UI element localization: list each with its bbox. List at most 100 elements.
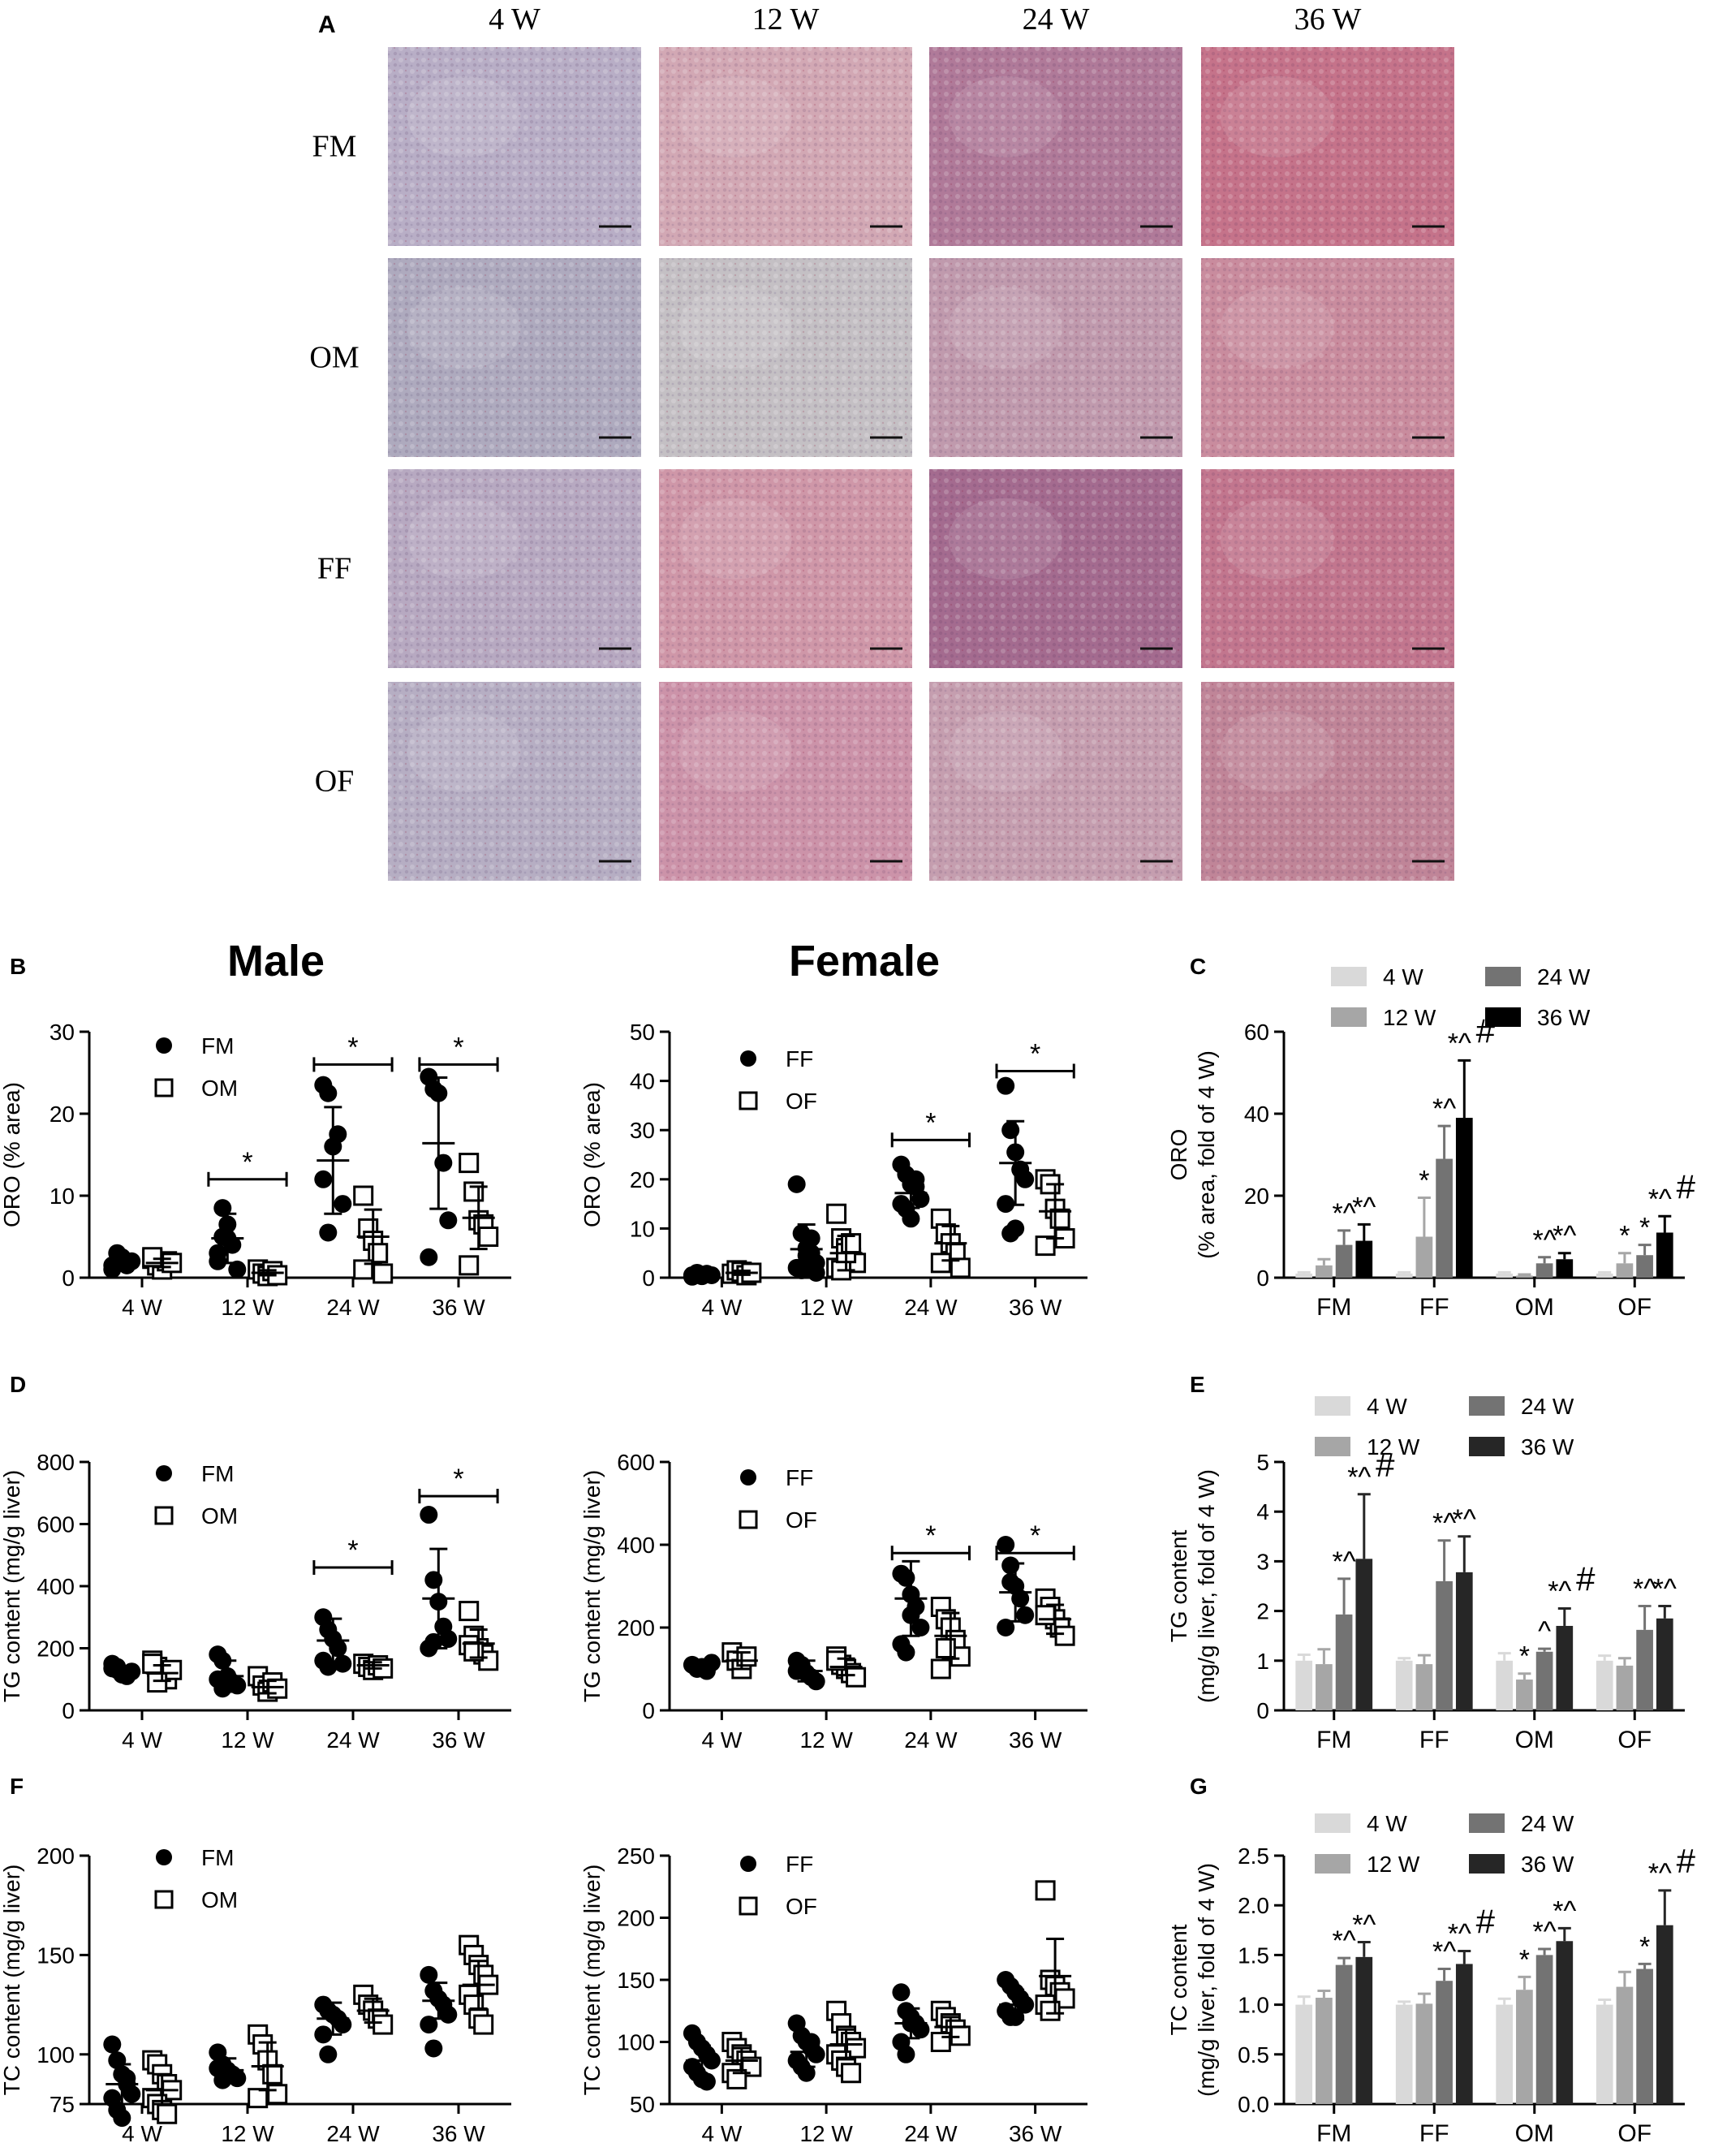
bar-fm-2 <box>1335 1964 1353 2104</box>
data-point-ff <box>1001 1556 1020 1575</box>
y-tick-label: 5 <box>1256 1450 1269 1475</box>
significance-mark: # <box>1376 1446 1395 1484</box>
legend-marker-ff <box>740 1469 756 1485</box>
data-point-ff <box>1006 1219 1025 1238</box>
y-tick-label: 100 <box>617 2030 655 2055</box>
x-tick-label: FF <box>1419 1727 1449 1753</box>
x-tick-label: 24 W <box>326 1727 380 1753</box>
panel-label-d: D <box>10 1372 26 1397</box>
data-point-om <box>373 2014 394 2035</box>
data-point-of <box>841 2063 862 2084</box>
x-tick-label: 4 W <box>701 1727 742 1753</box>
data-point-fm <box>319 1223 338 1242</box>
significance-mark: * <box>1030 1038 1040 1069</box>
x-tick-label: 4 W <box>122 1727 162 1753</box>
data-point-om <box>463 1181 485 1202</box>
y-axis-label: TC content <box>1166 1924 1191 2035</box>
significance-mark: * <box>1639 1931 1650 1962</box>
y-tick-label: 0 <box>62 1266 75 1291</box>
legend-swatch-0 <box>1331 967 1367 986</box>
significance-mark: *^ <box>1648 1858 1672 1889</box>
row-header-of: OF <box>315 765 355 799</box>
data-point-fm <box>314 2025 333 2044</box>
y-tick-label: 3 <box>1256 1549 1269 1574</box>
bar-fm-1 <box>1316 1664 1333 1710</box>
histology-tile-fm-2 <box>929 47 1182 246</box>
data-point-fm <box>113 2109 131 2128</box>
data-point-ff <box>1001 1572 1020 1591</box>
data-point-om <box>267 2084 288 2105</box>
legend-label-of: OF <box>786 1894 817 1919</box>
y-tick-label: 10 <box>630 1216 655 1241</box>
legend-label-1: 12 W <box>1383 1005 1436 1030</box>
significance-mark: *^ <box>1352 1192 1376 1222</box>
y-axis-label: TG content (mg/g liver) <box>579 1470 605 1702</box>
significance-mark: *^ <box>1333 1198 1356 1229</box>
legend-marker-fm <box>156 1037 172 1054</box>
x-tick-label: 12 W <box>799 1727 853 1753</box>
legend-swatch-1 <box>1331 1007 1367 1027</box>
y-tick-label: 0 <box>62 1698 75 1723</box>
significance-mark: * <box>925 1107 936 1138</box>
data-point-fm <box>420 2016 438 2034</box>
data-point-fm <box>424 2039 443 2058</box>
data-point-of <box>930 1253 951 1274</box>
y-axis-label: TC content (mg/g liver) <box>0 1865 24 2096</box>
bar-of-0 <box>1596 1660 1613 1710</box>
significance-mark: *^ <box>1553 1221 1576 1252</box>
bar-fm-3 <box>1355 1956 1373 2104</box>
y-tick-label: 0.5 <box>1238 2042 1269 2068</box>
significance-mark: * <box>1519 1641 1530 1672</box>
histology-tile-fm-1 <box>659 47 912 246</box>
y-tick-label: 100 <box>37 2042 75 2068</box>
data-point-of <box>950 1257 971 1279</box>
data-point-of <box>1040 2000 1061 2021</box>
legend-marker-of <box>739 1091 758 1110</box>
bar-fm-2 <box>1335 1244 1353 1278</box>
data-point-fm <box>439 1211 458 1230</box>
bar-fm-1 <box>1316 1265 1333 1278</box>
legend-marker-om <box>154 1506 174 1525</box>
data-point-ff <box>697 2072 716 2091</box>
bar-om-1 <box>1516 1275 1533 1278</box>
x-tick-label: 4 W <box>701 1295 742 1320</box>
bar-om-2 <box>1535 1955 1553 2104</box>
panel-label-b: B <box>10 954 26 979</box>
y-tick-label: 200 <box>617 1906 655 1931</box>
y-tick-label: 20 <box>50 1102 75 1127</box>
legend-label-2: 24 W <box>1537 964 1591 990</box>
column-header-0: 4 W <box>489 2 540 37</box>
panel-label-e: E <box>1190 1372 1205 1397</box>
legend-label-1: 12 W <box>1367 1852 1420 1877</box>
significance-mark: # <box>1677 1167 1696 1205</box>
data-point-om <box>473 2014 494 2035</box>
data-point-fm <box>319 1658 338 1676</box>
legend-label-ff: FF <box>786 1046 813 1072</box>
x-tick-label: 24 W <box>904 1727 958 1753</box>
bar-ff-3 <box>1455 1118 1473 1278</box>
legend-label-om: OM <box>201 1887 238 1912</box>
significance-mark: *^ <box>1548 1576 1571 1607</box>
significance-mark: *^ <box>1533 1917 1557 1947</box>
data-point-of <box>846 1667 867 1688</box>
x-tick-label: OM <box>1515 1727 1554 1753</box>
data-point-of <box>950 2025 971 2046</box>
legend-swatch-1 <box>1315 1437 1350 1456</box>
significance-mark: *^ <box>1553 1895 1576 1926</box>
x-tick-label: 36 W <box>432 2121 485 2146</box>
data-point-om <box>353 1259 374 1280</box>
legend-label-om: OM <box>201 1076 238 1101</box>
histology-panel-a: A 4 W 12 W 24 W 36 W FM OM FF OF <box>309 2 1454 881</box>
legend-label-ff: FF <box>786 1852 813 1877</box>
panel-label-a: A <box>318 11 336 38</box>
bar-ff-2 <box>1436 1981 1453 2104</box>
y-axis-label: TC content (mg/g liver) <box>579 1865 605 2096</box>
y-axis-label: (mg/g liver, fold of 4 W) <box>1194 1863 1219 2097</box>
bar-ff-1 <box>1415 1664 1433 1710</box>
data-point-om <box>368 1243 389 1264</box>
histology-tile-fm-3 <box>1201 47 1454 246</box>
bar-fm-0 <box>1295 1660 1313 1710</box>
histology-tile-of-1 <box>659 682 912 881</box>
significance-mark: * <box>453 1032 463 1063</box>
significance-mark: # <box>1476 1903 1496 1941</box>
